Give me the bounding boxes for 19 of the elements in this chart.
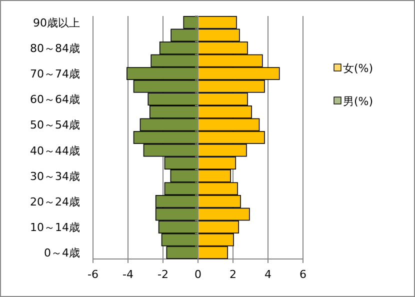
x-tick-label: 0 bbox=[194, 268, 202, 281]
y-tick-label: 10～14歳 bbox=[30, 221, 80, 234]
y-tick-label: 20～24歳 bbox=[30, 195, 80, 208]
legend-label: 男(%) bbox=[343, 95, 374, 108]
x-tick-label: -4 bbox=[122, 268, 134, 281]
x-tick-label: 4 bbox=[264, 268, 272, 281]
y-tick-label: 30～34歳 bbox=[30, 170, 80, 183]
y-tick-label: 90歳以上 bbox=[33, 16, 80, 30]
x-tick-label: 6 bbox=[300, 268, 306, 281]
y-tick-label: 0～4歳 bbox=[44, 246, 80, 260]
y-tick-label: 80～84歳 bbox=[30, 42, 80, 55]
y-tick-label: 50～54歳 bbox=[30, 118, 80, 132]
y-tick-label: 70～74歳 bbox=[30, 68, 80, 81]
x-tick-label: -2 bbox=[158, 268, 168, 281]
y-tick-label: 40～44歳 bbox=[30, 144, 80, 158]
legend-label: 女(%) bbox=[343, 62, 374, 75]
x-tick-label: 2 bbox=[230, 268, 236, 281]
x-tick-label: -6 bbox=[88, 268, 98, 281]
y-tick-label: 60～64歳 bbox=[30, 93, 80, 106]
